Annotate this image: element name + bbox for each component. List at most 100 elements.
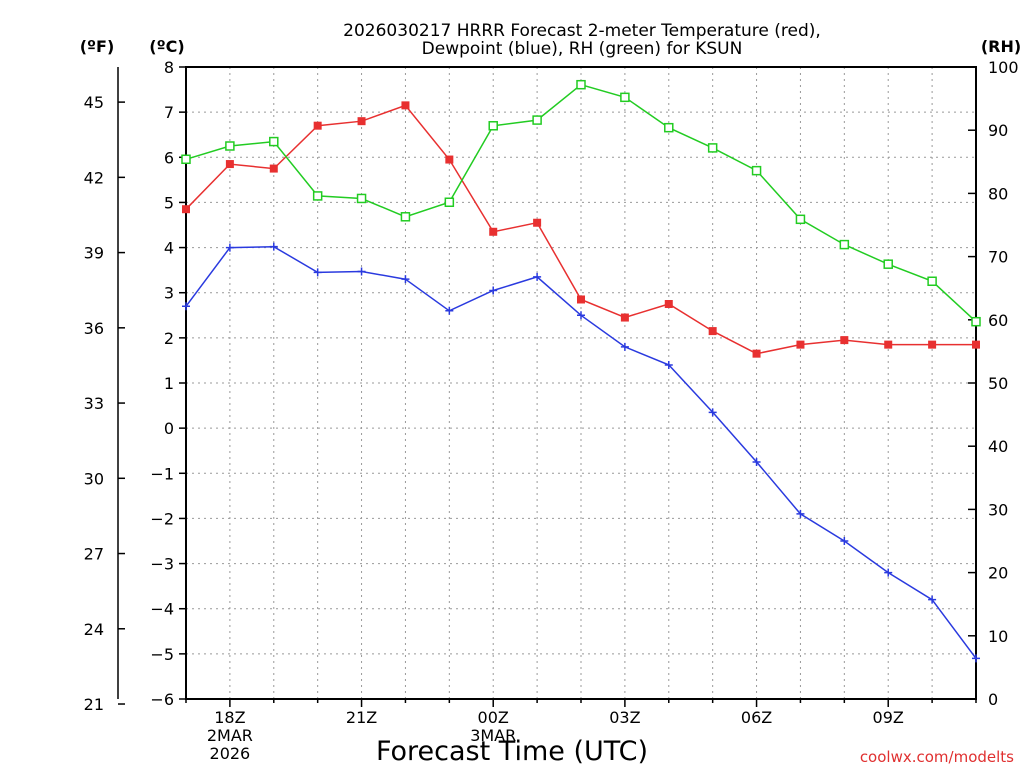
rh-point — [839, 239, 850, 250]
rh-tick-label: 10 — [988, 627, 1008, 646]
rh-point — [269, 136, 279, 147]
celsius-tick-label: −6 — [150, 690, 174, 709]
rh-point — [181, 154, 191, 165]
temperature-point — [972, 340, 980, 349]
rh-tick-label: 30 — [988, 500, 1008, 519]
dewpoint-point — [928, 595, 937, 604]
temperature-point — [752, 349, 761, 358]
celsius-tick-label: −5 — [150, 645, 174, 664]
rh-point — [488, 121, 498, 131]
celsius-tick-label: 8 — [164, 58, 174, 77]
rh-point — [356, 193, 367, 204]
rh-point — [707, 143, 718, 153]
x-tick-label: 09Z — [873, 708, 904, 727]
rh-tick-label: 100 — [988, 58, 1019, 77]
rh-point — [883, 259, 893, 269]
x-tick-label: 03Z — [609, 708, 640, 727]
x-axis-title: Forecast Time (UTC) — [376, 736, 648, 767]
dewpoint-point — [752, 458, 761, 466]
dewpoint-point — [182, 302, 190, 311]
celsius-tick-label: 4 — [164, 239, 174, 258]
data-series — [181, 79, 981, 663]
temperature-point — [577, 295, 585, 304]
axis-ticks: 876543210−1−2−3−4−5−64542393633302724211… — [84, 58, 1019, 763]
rh-tick-label: 0 — [988, 690, 998, 709]
temperature-point — [796, 340, 805, 349]
fahrenheit-tick-label: 36 — [84, 319, 104, 338]
temperature-point — [489, 227, 498, 236]
celsius-tick-label: 3 — [164, 284, 174, 303]
rh-line — [185, 83, 977, 323]
temperature-point — [357, 117, 366, 126]
dewpoint-point — [533, 272, 542, 281]
rh-tick-label: 50 — [988, 374, 1008, 393]
celsius-tick-label: −1 — [150, 464, 174, 483]
celsius-tick-label: 5 — [164, 193, 174, 212]
celsius-tick-label: −2 — [150, 509, 174, 528]
fahrenheit-tick-label: 21 — [84, 695, 104, 714]
temperature-point — [269, 164, 278, 173]
temperature-point — [708, 327, 717, 336]
rh-point — [664, 122, 674, 133]
temperature-point — [620, 313, 629, 322]
temperature-point — [225, 160, 234, 169]
watermark: coolwx.com/modelts — [860, 748, 1014, 766]
x-date-label: 3MAR — [470, 726, 516, 745]
celsius-tick-label: 7 — [164, 103, 174, 122]
temperature-point — [445, 155, 454, 164]
rh-tick-label: 80 — [988, 184, 1008, 203]
rh-point — [751, 165, 762, 176]
dewpoint-point — [401, 275, 410, 284]
fahrenheit-tick-label: 42 — [84, 168, 104, 187]
celsius-tick-label: −4 — [150, 600, 174, 619]
grid-lines — [186, 67, 976, 699]
temperature-point — [313, 121, 322, 130]
rh-tick-label: 40 — [988, 437, 1008, 456]
dewpoint-point — [489, 286, 498, 295]
axis-unit-celsius: (ºC) — [149, 37, 184, 56]
fahrenheit-tick-label: 39 — [84, 244, 104, 263]
rh-point — [927, 276, 937, 286]
dewpoint-point — [708, 408, 717, 417]
celsius-tick-label: 1 — [164, 374, 174, 393]
rh-point — [795, 214, 806, 225]
rh-point — [532, 115, 542, 125]
fahrenheit-tick-label: 27 — [84, 545, 104, 564]
fahrenheit-tick-label: 24 — [84, 620, 104, 639]
axis-unit-fahrenheit: (ºF) — [80, 37, 115, 56]
x-date-label: 2MAR — [207, 726, 253, 745]
x-year-label: 2026 — [210, 744, 251, 763]
rh-point — [225, 141, 235, 151]
chart-title-line1: 2026030217 HRRR Forecast 2-meter Tempera… — [343, 21, 821, 41]
celsius-tick-label: 0 — [164, 419, 174, 438]
x-tick-label: 06Z — [741, 708, 772, 727]
rh-point — [444, 197, 455, 207]
rh-point — [620, 92, 630, 103]
dewpoint-point — [577, 311, 585, 320]
dewpoint-point — [664, 360, 673, 369]
plot-frame — [185, 66, 977, 700]
dewpoint-point — [313, 268, 322, 277]
axis-unit-rh: (RH) — [981, 37, 1021, 56]
chart-title-line2: Dewpoint (blue), RH (green) for KSUN — [422, 39, 743, 59]
rh-tick-label: 60 — [988, 311, 1008, 330]
rh-point — [576, 79, 586, 90]
x-tick-label: 18Z — [214, 708, 245, 727]
celsius-tick-label: 6 — [164, 148, 174, 167]
fahrenheit-tick-label: 45 — [84, 93, 104, 112]
rh-point — [971, 316, 981, 327]
fahrenheit-tick-label: 30 — [84, 469, 104, 488]
temperature-point — [928, 340, 937, 349]
dewpoint-point — [840, 537, 849, 545]
x-tick-label: 21Z — [346, 708, 377, 727]
fahrenheit-tick-label: 33 — [84, 394, 104, 413]
x-tick-label: 00Z — [478, 708, 509, 727]
dewpoint-point — [620, 342, 629, 351]
temperature-point — [664, 300, 673, 308]
rh-point — [400, 212, 411, 222]
celsius-tick-label: −3 — [150, 555, 174, 574]
dewpoint-point — [796, 509, 805, 518]
dewpoint-point — [445, 306, 454, 315]
rh-tick-label: 20 — [988, 564, 1008, 583]
